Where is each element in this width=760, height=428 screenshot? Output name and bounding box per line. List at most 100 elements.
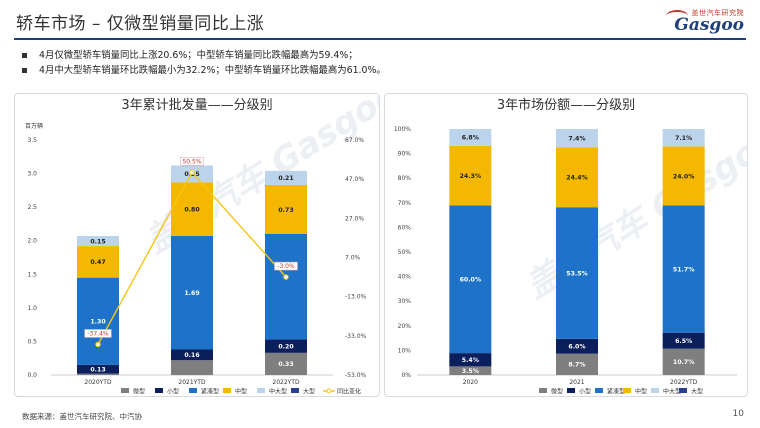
- x-tick-label: 2021: [569, 379, 584, 386]
- x-tick-label: 2022YTD: [272, 379, 300, 386]
- bar-segment: [662, 205, 705, 333]
- legend-label: 小型: [579, 388, 591, 396]
- bar-segment: [77, 277, 119, 365]
- yoy-value-label: -3.0%: [277, 263, 295, 270]
- legend-line-marker: [326, 388, 332, 394]
- bar-segment: [556, 129, 598, 148]
- bar-segment: [449, 353, 492, 367]
- gasgoo-logo: 盖世汽车研究院 Gasgoo: [662, 8, 744, 36]
- bar-value-label: 0.73: [278, 207, 293, 214]
- yoy-point: [95, 341, 101, 348]
- y-tick-label: 1.5: [27, 271, 37, 278]
- y-tick-label: 3.5: [27, 137, 37, 144]
- bar-value-label: 6.8%: [462, 135, 479, 142]
- bar-segment: [662, 146, 705, 206]
- legend-swatch: [223, 388, 231, 393]
- bar-value-label: 8.7%: [568, 362, 585, 369]
- logo-swoosh-icon: [666, 10, 688, 22]
- bar-value-label: 5.4%: [462, 357, 479, 364]
- right-chart-title: 3年市场份额——分级别: [496, 98, 636, 113]
- bullet-item: 4月中大型轿车销量环比跌幅最小为32.2%；中型轿车销量环比跌幅最高为61.0%…: [22, 63, 386, 78]
- bar-segment: [171, 182, 213, 237]
- legend-label: 紧凑型: [201, 388, 219, 396]
- legend-label: 同比变化: [337, 388, 361, 396]
- bar-segment: [171, 236, 213, 350]
- bullet-square-icon: [22, 53, 27, 58]
- x-tick-label: 2020: [463, 379, 478, 386]
- bar-value-label: 0.13: [90, 367, 105, 374]
- bar-value-label: 51.7%: [673, 266, 694, 273]
- y-tick-label: 100%: [394, 126, 411, 133]
- y-tick-label: 10%: [398, 347, 412, 354]
- y-tick-label: 0.5: [27, 338, 37, 345]
- bar-value-label: 60.0%: [460, 277, 481, 284]
- bar-value-label: 0.16: [184, 352, 199, 359]
- y-tick-label: 0%: [401, 372, 411, 379]
- x-tick-label: 2020YTD: [84, 379, 112, 386]
- y-tick-label: 3.0: [27, 171, 37, 178]
- y2-tick-label: 7.0%: [345, 255, 361, 262]
- yoy-point: [283, 274, 289, 280]
- y-axis-unit-label: 百万辆: [25, 122, 43, 130]
- bar-value-label: 0.15: [90, 238, 105, 245]
- legend-label: 微型: [133, 388, 145, 396]
- y-tick-label: 2.5: [27, 204, 37, 211]
- yoy-value-label: 50.5%: [182, 158, 201, 165]
- bar-segment: [556, 207, 598, 339]
- bar-value-label: 10.7%: [673, 359, 694, 366]
- page-number: 10: [732, 409, 744, 419]
- y2-tick-label: -53.0%: [345, 372, 367, 379]
- legend-swatch: [567, 388, 575, 393]
- bar-value-label: 0.47: [90, 259, 105, 266]
- bar-segment: [449, 129, 492, 146]
- summary-bullets: 4月仅微型轿车销量同比上涨20.6%；中型轿车销量同比跌幅最高为59.4%； 4…: [22, 48, 386, 78]
- watermark-text: 盖世汽车 Gasgoo: [519, 119, 747, 307]
- bullet-item: 4月仅微型轿车销量同比上涨20.6%；中型轿车销量同比跌幅最高为59.4%；: [22, 48, 386, 63]
- left-chart-panel: 3年累计批发量——分级别 盖世汽车 Gasgoo 百万辆 0.0 0.5 1.0 1.5 2…: [14, 93, 380, 397]
- bar-segment: [556, 147, 598, 208]
- bar-value-label: 6.0%: [568, 344, 585, 351]
- x-tick-label: 2021YTD: [178, 379, 206, 386]
- y2-tick-label: 27.0%: [345, 215, 364, 222]
- bar-segment: [265, 184, 307, 234]
- bar-segment: [449, 366, 492, 375]
- y-tick-label: 0.0: [27, 372, 37, 379]
- y2-tick-label: 47.0%: [345, 176, 364, 183]
- bar-segment: [171, 360, 213, 375]
- x-tick-label: 2022YTD: [670, 379, 698, 386]
- left-chart-title: 3年累计批发量——分级别: [121, 98, 273, 113]
- y-tick-label: 90%: [398, 151, 412, 158]
- left-stacked-bar-chart: 盖世汽车 Gasgoo百万辆0.00.51.01.52.02.53.03.5-5…: [25, 94, 379, 396]
- legend-label: 中型: [235, 388, 247, 396]
- bar-value-label: 24.4%: [566, 175, 587, 182]
- bar-segment: [556, 353, 598, 375]
- bar-segment: [77, 246, 119, 278]
- legend-label: 中大型: [269, 388, 287, 396]
- bar-segment: [265, 352, 307, 375]
- bar-segment: [556, 338, 598, 354]
- bar-segment: [171, 349, 213, 361]
- bar-value-label: 0.21: [278, 175, 293, 182]
- bar-segment: [662, 129, 705, 147]
- logo-en-text: Gasgoo: [674, 15, 744, 35]
- y-tick-label: 2.0: [27, 238, 37, 245]
- yoy-label-box: [180, 157, 204, 166]
- bar-segment: [449, 205, 492, 354]
- bar-segment: [77, 364, 119, 374]
- bar-value-label: 24.3%: [460, 173, 481, 180]
- bar-segment: [449, 145, 492, 206]
- y-tick-label: 50%: [398, 249, 412, 256]
- yoy-point: [189, 169, 195, 176]
- legend-label: 小型: [167, 388, 179, 396]
- bar-value-label: 1.69: [184, 290, 199, 297]
- yoy-label-box: [274, 261, 298, 271]
- legend-swatch: [539, 388, 547, 393]
- bar-segment: [265, 170, 307, 185]
- y2-tick-label: -33.0%: [345, 333, 367, 340]
- y-tick-label: 20%: [398, 323, 412, 330]
- y-tick-label: 80%: [398, 175, 412, 182]
- y-tick-label: 1.0: [27, 305, 37, 312]
- data-source: 数据来源：盖世汽车研究院、中汽协: [22, 412, 142, 421]
- bar-segment: [662, 348, 705, 375]
- bar-segment: [77, 373, 119, 375]
